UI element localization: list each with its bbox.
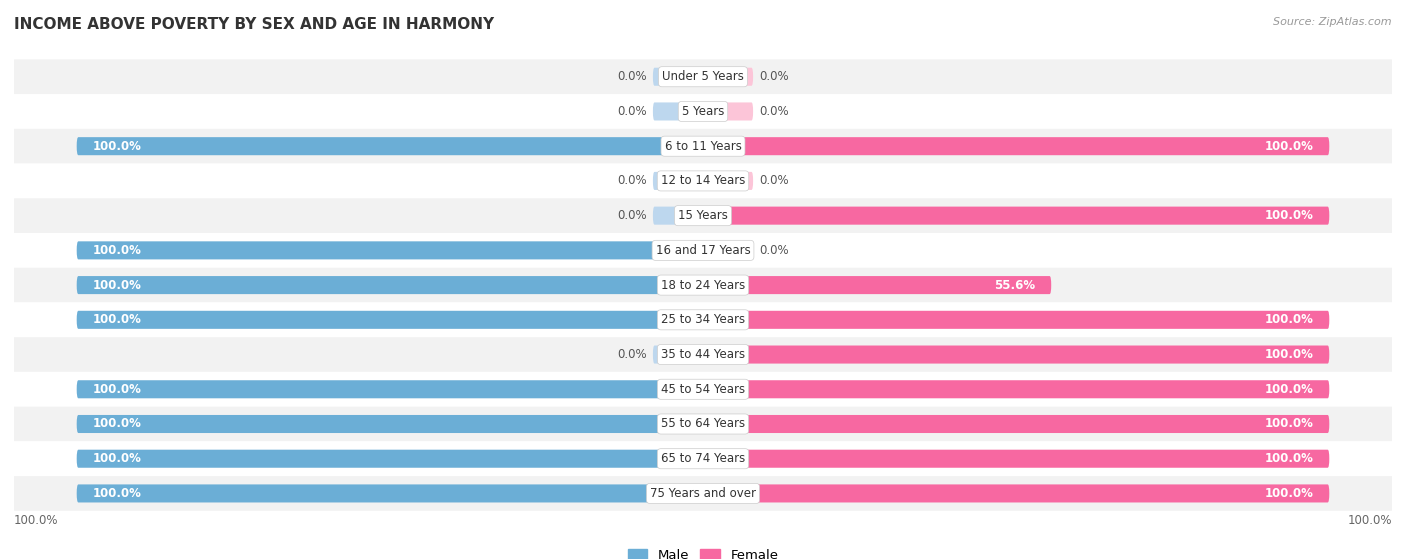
Text: 0.0%: 0.0% bbox=[617, 174, 647, 187]
FancyBboxPatch shape bbox=[703, 485, 1329, 503]
Text: 100.0%: 100.0% bbox=[1265, 313, 1313, 326]
Text: 100.0%: 100.0% bbox=[1265, 348, 1313, 361]
FancyBboxPatch shape bbox=[77, 415, 703, 433]
Text: 100.0%: 100.0% bbox=[93, 278, 141, 292]
FancyBboxPatch shape bbox=[14, 476, 1392, 511]
Text: 100.0%: 100.0% bbox=[1265, 487, 1313, 500]
Text: 5 Years: 5 Years bbox=[682, 105, 724, 118]
Text: 100.0%: 100.0% bbox=[1265, 452, 1313, 465]
Text: 100.0%: 100.0% bbox=[1347, 514, 1392, 527]
Text: 35 to 44 Years: 35 to 44 Years bbox=[661, 348, 745, 361]
Text: 15 Years: 15 Years bbox=[678, 209, 728, 222]
Text: 75 Years and over: 75 Years and over bbox=[650, 487, 756, 500]
Text: 0.0%: 0.0% bbox=[617, 105, 647, 118]
FancyBboxPatch shape bbox=[703, 345, 1329, 363]
Text: 100.0%: 100.0% bbox=[93, 487, 141, 500]
FancyBboxPatch shape bbox=[703, 68, 754, 86]
FancyBboxPatch shape bbox=[703, 449, 1329, 468]
Text: 55 to 64 Years: 55 to 64 Years bbox=[661, 418, 745, 430]
FancyBboxPatch shape bbox=[652, 345, 703, 363]
FancyBboxPatch shape bbox=[77, 241, 703, 259]
FancyBboxPatch shape bbox=[14, 198, 1392, 233]
FancyBboxPatch shape bbox=[14, 59, 1392, 94]
FancyBboxPatch shape bbox=[14, 442, 1392, 476]
FancyBboxPatch shape bbox=[703, 172, 754, 190]
Text: 18 to 24 Years: 18 to 24 Years bbox=[661, 278, 745, 292]
FancyBboxPatch shape bbox=[14, 372, 1392, 406]
Text: 100.0%: 100.0% bbox=[93, 418, 141, 430]
FancyBboxPatch shape bbox=[14, 302, 1392, 337]
Text: 65 to 74 Years: 65 to 74 Years bbox=[661, 452, 745, 465]
Text: 0.0%: 0.0% bbox=[759, 70, 789, 83]
FancyBboxPatch shape bbox=[703, 241, 754, 259]
FancyBboxPatch shape bbox=[77, 137, 703, 155]
FancyBboxPatch shape bbox=[14, 406, 1392, 442]
Text: 0.0%: 0.0% bbox=[759, 244, 789, 257]
FancyBboxPatch shape bbox=[77, 380, 703, 399]
Text: 100.0%: 100.0% bbox=[1265, 383, 1313, 396]
FancyBboxPatch shape bbox=[703, 415, 1329, 433]
Text: INCOME ABOVE POVERTY BY SEX AND AGE IN HARMONY: INCOME ABOVE POVERTY BY SEX AND AGE IN H… bbox=[14, 17, 494, 32]
Text: 100.0%: 100.0% bbox=[93, 383, 141, 396]
Text: 16 and 17 Years: 16 and 17 Years bbox=[655, 244, 751, 257]
FancyBboxPatch shape bbox=[14, 129, 1392, 164]
FancyBboxPatch shape bbox=[77, 485, 703, 503]
FancyBboxPatch shape bbox=[703, 380, 1329, 399]
FancyBboxPatch shape bbox=[14, 94, 1392, 129]
FancyBboxPatch shape bbox=[703, 137, 1329, 155]
FancyBboxPatch shape bbox=[14, 268, 1392, 302]
Text: 45 to 54 Years: 45 to 54 Years bbox=[661, 383, 745, 396]
FancyBboxPatch shape bbox=[77, 311, 703, 329]
FancyBboxPatch shape bbox=[703, 207, 1329, 225]
Text: 100.0%: 100.0% bbox=[1265, 418, 1313, 430]
FancyBboxPatch shape bbox=[77, 449, 703, 468]
Text: 0.0%: 0.0% bbox=[759, 105, 789, 118]
FancyBboxPatch shape bbox=[652, 207, 703, 225]
FancyBboxPatch shape bbox=[14, 337, 1392, 372]
FancyBboxPatch shape bbox=[703, 102, 754, 121]
FancyBboxPatch shape bbox=[652, 68, 703, 86]
Text: 100.0%: 100.0% bbox=[14, 514, 59, 527]
FancyBboxPatch shape bbox=[77, 276, 703, 294]
Text: 0.0%: 0.0% bbox=[617, 70, 647, 83]
Text: 100.0%: 100.0% bbox=[93, 452, 141, 465]
Text: 0.0%: 0.0% bbox=[617, 209, 647, 222]
Text: Source: ZipAtlas.com: Source: ZipAtlas.com bbox=[1274, 17, 1392, 27]
FancyBboxPatch shape bbox=[703, 276, 1052, 294]
Text: 0.0%: 0.0% bbox=[617, 348, 647, 361]
FancyBboxPatch shape bbox=[14, 164, 1392, 198]
Text: 100.0%: 100.0% bbox=[93, 140, 141, 153]
FancyBboxPatch shape bbox=[14, 233, 1392, 268]
Text: 6 to 11 Years: 6 to 11 Years bbox=[665, 140, 741, 153]
FancyBboxPatch shape bbox=[703, 311, 1329, 329]
FancyBboxPatch shape bbox=[652, 172, 703, 190]
FancyBboxPatch shape bbox=[652, 102, 703, 121]
Legend: Male, Female: Male, Female bbox=[623, 543, 783, 559]
Text: Under 5 Years: Under 5 Years bbox=[662, 70, 744, 83]
Text: 100.0%: 100.0% bbox=[1265, 140, 1313, 153]
Text: 100.0%: 100.0% bbox=[1265, 209, 1313, 222]
Text: 12 to 14 Years: 12 to 14 Years bbox=[661, 174, 745, 187]
Text: 100.0%: 100.0% bbox=[93, 244, 141, 257]
Text: 25 to 34 Years: 25 to 34 Years bbox=[661, 313, 745, 326]
Text: 100.0%: 100.0% bbox=[93, 313, 141, 326]
Text: 0.0%: 0.0% bbox=[759, 174, 789, 187]
Text: 55.6%: 55.6% bbox=[994, 278, 1036, 292]
